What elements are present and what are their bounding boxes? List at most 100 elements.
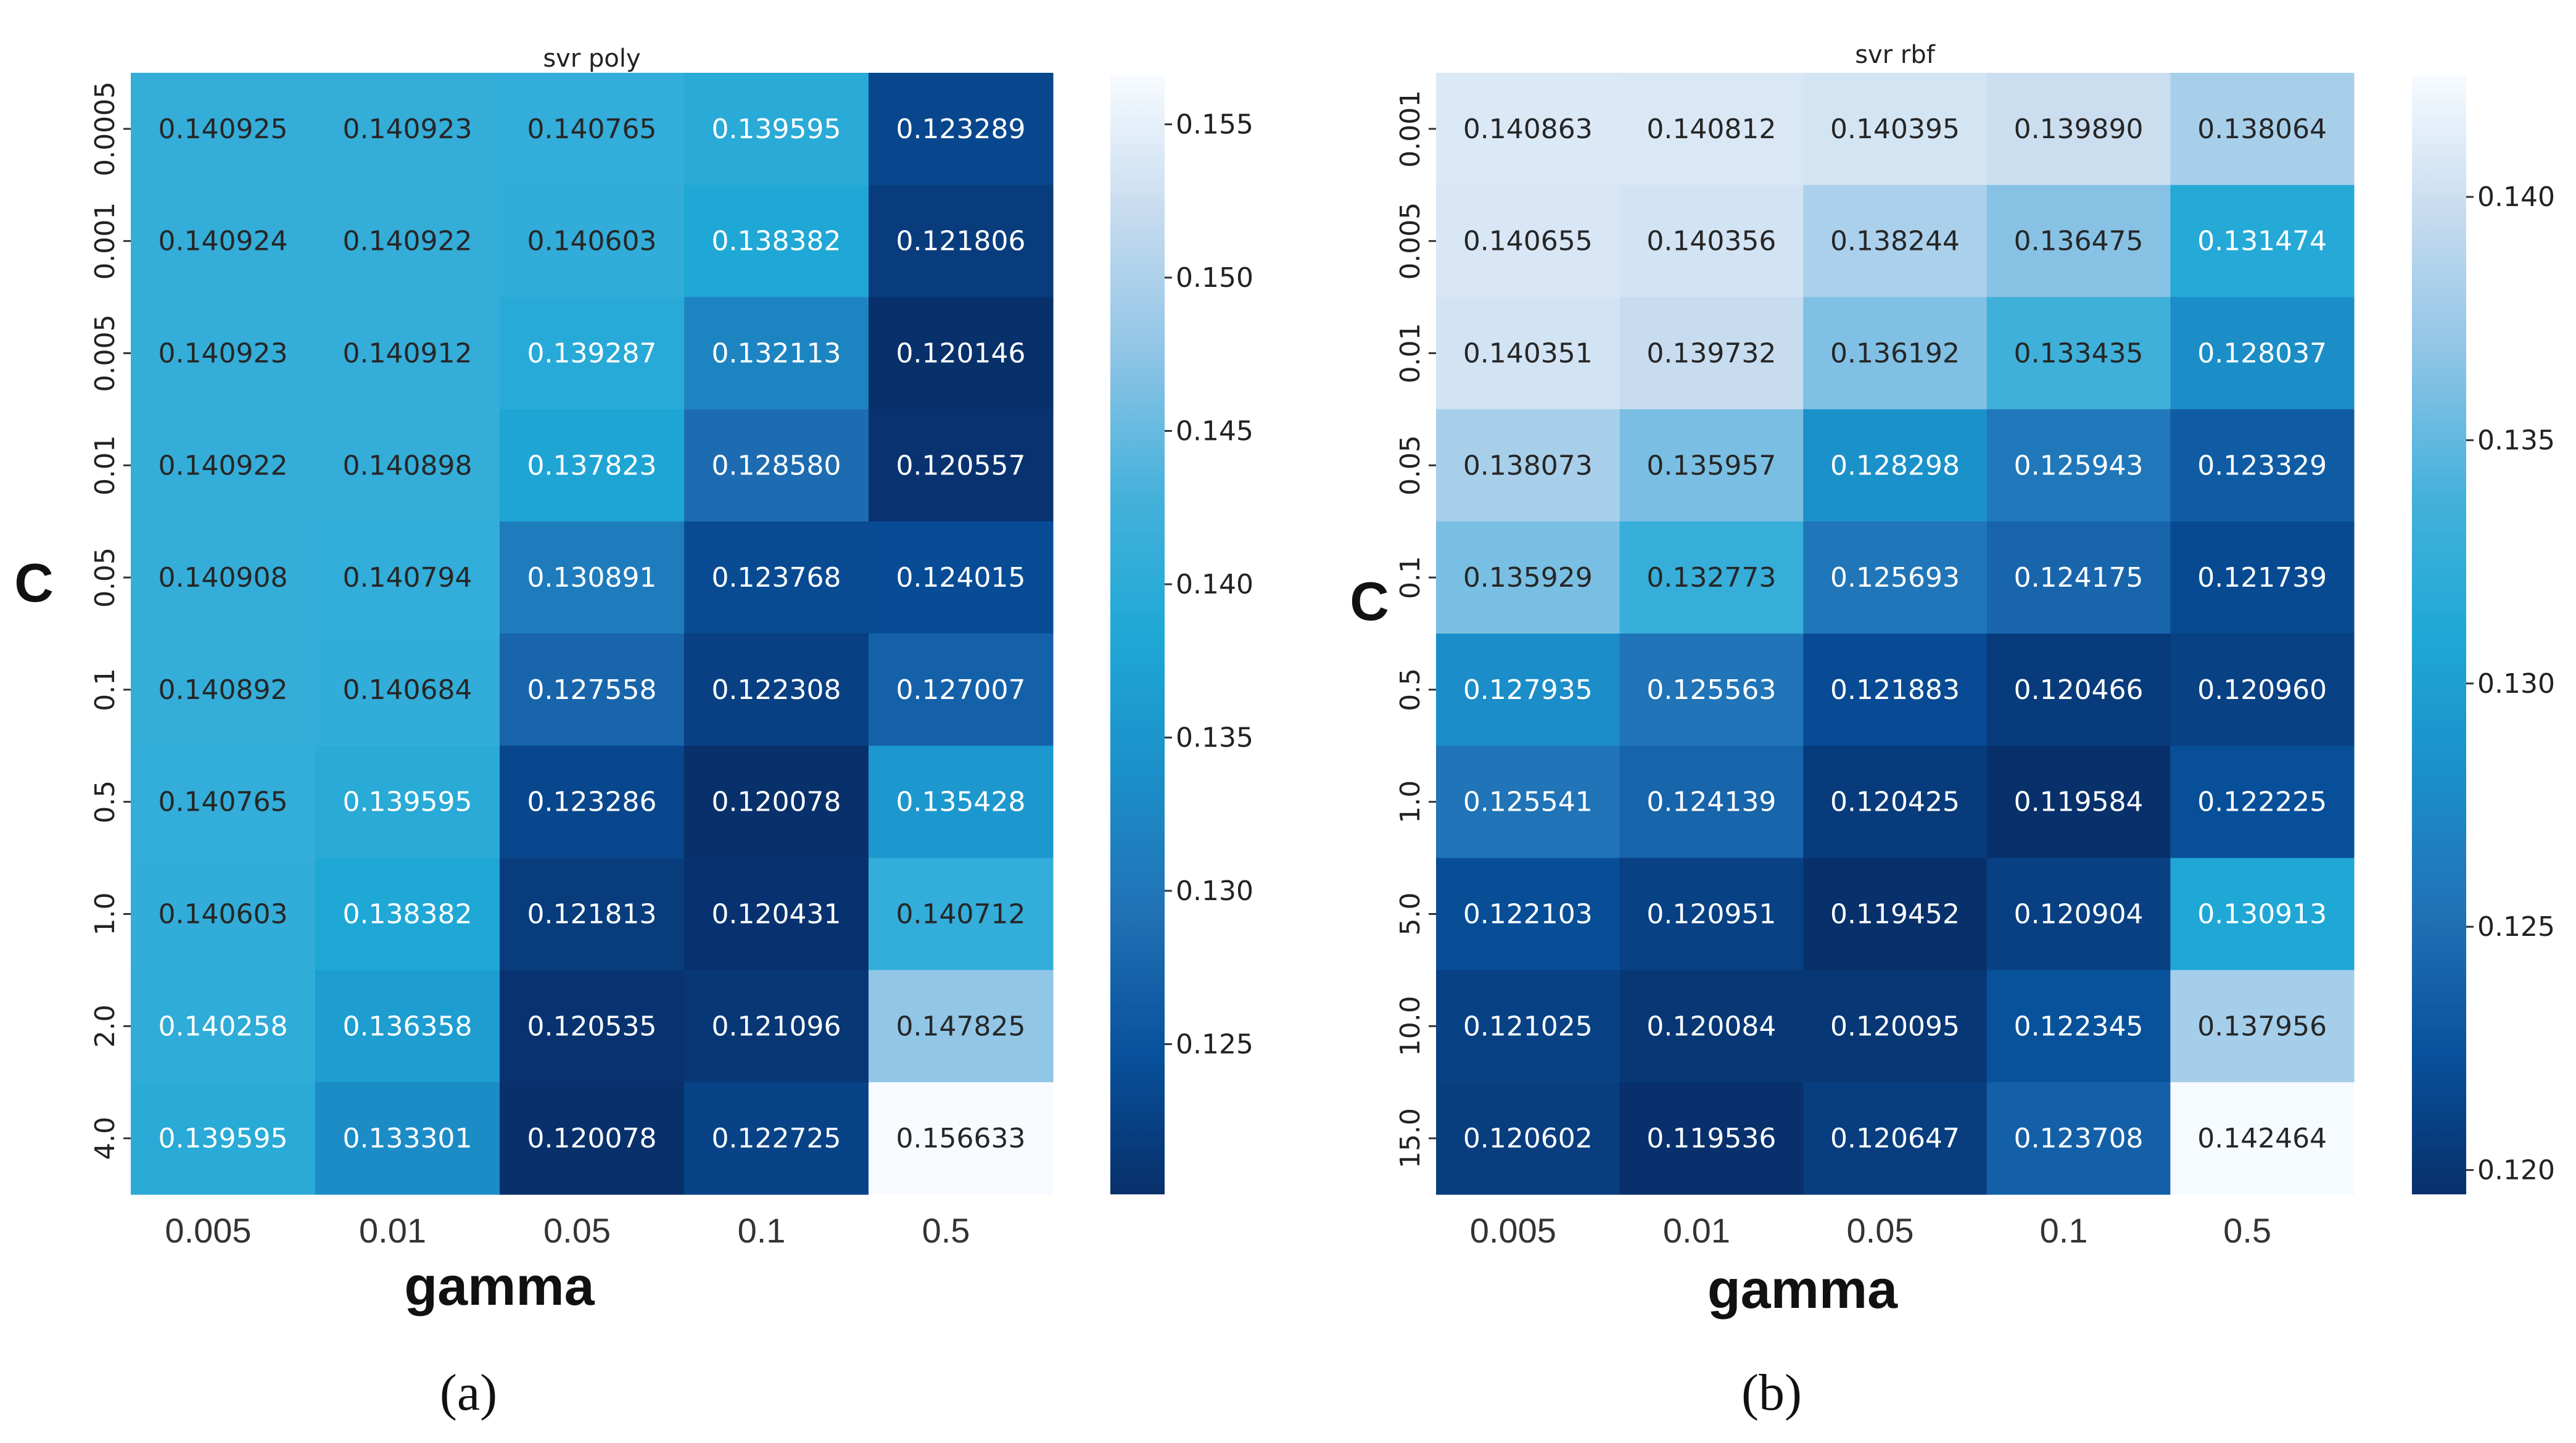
cell-value-label: 0.136358 — [343, 1011, 473, 1042]
cell-value-label: 0.140395 — [1830, 114, 1960, 145]
x-tick-label: 0.005 — [1470, 1211, 1556, 1250]
cell-value-label: 0.140765 — [159, 787, 288, 818]
cell-value-label: 0.130913 — [2197, 899, 2327, 930]
heatmap-cell — [1986, 970, 2171, 1083]
cell-value-label: 0.120466 — [2014, 674, 2144, 706]
cell-value-label: 0.140892 — [159, 674, 288, 706]
heatmap-cell — [2170, 634, 2355, 746]
cell-value-label: 0.124175 — [2014, 562, 2144, 593]
cell-value-label: 0.121806 — [896, 226, 1026, 257]
cell-value-label: 0.130891 — [527, 562, 657, 593]
heatmap-cell — [500, 184, 685, 298]
cell-value-label: 0.140684 — [343, 674, 473, 706]
cell-value-label: 0.120084 — [1646, 1011, 1776, 1042]
cell-value-label: 0.120146 — [896, 338, 1026, 370]
cell-value-label: 0.120951 — [1646, 899, 1776, 930]
y-tick-label: 0.001 — [89, 202, 121, 280]
cell-value-label: 0.122345 — [2014, 1011, 2144, 1042]
y-tick-label: 15.0 — [1395, 1108, 1426, 1168]
heatmap-cell — [131, 634, 316, 746]
heatmap-cell — [2170, 73, 2355, 186]
x-tick-label: 0.05 — [543, 1211, 611, 1250]
heatmap-cell — [1803, 409, 1988, 522]
y-tick-label: 10.0 — [1395, 996, 1426, 1056]
heatmap-cell — [1436, 745, 1620, 859]
heatmap-cell — [869, 858, 1054, 970]
cell-value-label: 0.135428 — [896, 787, 1026, 818]
cell-value-label: 0.127558 — [527, 674, 657, 706]
cell-value-label: 0.140351 — [1463, 338, 1593, 370]
cell-value-label: 0.122725 — [712, 1123, 841, 1154]
heatmap-cell — [1619, 1082, 1804, 1195]
cell-value-label: 0.120535 — [527, 1011, 657, 1042]
y-tick-label: 0.0005 — [89, 81, 121, 176]
cell-value-label: 0.121096 — [712, 1011, 841, 1042]
cell-value-label: 0.127935 — [1463, 674, 1593, 706]
heatmap-panel-b: svr rbf 0.140863 0.140812 0.140395 0.139890 0… — [1350, 41, 2555, 1421]
cell-value-label: 0.140712 — [896, 899, 1026, 930]
cell-value-label: 0.135957 — [1646, 450, 1776, 481]
heatmap-cell — [684, 1082, 869, 1195]
heatmap-cell — [1619, 521, 1804, 634]
heatmap-cell — [131, 184, 316, 298]
heatmap-cell — [131, 1082, 316, 1195]
cell-value-label: 0.122103 — [1463, 899, 1593, 930]
cell-value-label: 0.121025 — [1463, 1011, 1593, 1042]
heatmap-cell — [869, 745, 1054, 859]
cell-value-label: 0.120431 — [712, 899, 841, 930]
heatmap-cell — [1619, 858, 1804, 970]
x-tick-label: 0.05 — [1847, 1211, 1914, 1250]
x-tick-label: 0.5 — [922, 1211, 970, 1250]
cell-value-label: 0.140924 — [159, 226, 288, 257]
cell-value-label: 0.133301 — [343, 1123, 473, 1154]
cell-value-label: 0.127007 — [896, 674, 1026, 706]
x-tick-label: 0.01 — [1663, 1211, 1730, 1250]
y-tick-label: 2.0 — [89, 1004, 121, 1048]
cell-value-label: 0.120904 — [2014, 899, 2144, 930]
cell-value-label: 0.140812 — [1646, 114, 1776, 145]
x-tick-label: 0.005 — [165, 1211, 251, 1250]
heatmap-cell — [1436, 297, 1620, 410]
cell-value-label: 0.136475 — [2014, 226, 2144, 257]
cell-value-label: 0.140923 — [159, 338, 288, 370]
cell-value-label: 0.128037 — [2197, 338, 2327, 370]
colorbar-tick-label: 0.135 — [1176, 722, 1253, 753]
heatmap-cell — [2170, 297, 2355, 410]
cell-value-label: 0.139595 — [712, 114, 841, 145]
heatmap-cell — [500, 521, 685, 634]
cell-value-label: 0.140603 — [527, 226, 657, 257]
cell-value-label: 0.139595 — [159, 1123, 288, 1154]
cell-value-label: 0.138382 — [343, 899, 473, 930]
cell-value-label: 0.140863 — [1463, 114, 1593, 145]
heatmap-cell — [2170, 1082, 2355, 1195]
cell-value-label: 0.123286 — [527, 787, 657, 818]
heatmap-cell — [1803, 73, 1988, 186]
cell-value-label: 0.133435 — [2014, 338, 2144, 370]
cell-value-label: 0.123289 — [896, 114, 1026, 145]
heatmap-cell — [131, 745, 316, 859]
cell-value-label: 0.120602 — [1463, 1123, 1593, 1154]
cell-value-label: 0.120960 — [2197, 674, 2327, 706]
colorbar-tick-label: 0.120 — [2477, 1155, 2555, 1186]
cell-value-label: 0.140925 — [159, 114, 288, 145]
heatmap-cell — [1619, 634, 1804, 746]
cell-value-label: 0.121883 — [1830, 674, 1960, 706]
heatmap-cell — [2170, 409, 2355, 522]
y-tick-label: 0.5 — [89, 780, 121, 824]
heatmap-cell — [1986, 745, 2171, 859]
cell-value-label: 0.138382 — [712, 226, 841, 257]
cell-value-label: 0.140794 — [343, 562, 473, 593]
y-axis-label: C — [1350, 571, 1389, 632]
heatmap-cell — [500, 970, 685, 1083]
cell-value-label: 0.138064 — [2197, 114, 2327, 145]
heatmap-cell — [1803, 745, 1988, 859]
heatmap-cell — [1436, 858, 1620, 970]
y-tick-label: 4.0 — [89, 1117, 121, 1160]
cell-value-label: 0.140655 — [1463, 226, 1593, 257]
heatmap-cell — [1803, 521, 1988, 634]
heatmap-cell — [1803, 184, 1988, 298]
cell-value-label: 0.135929 — [1463, 562, 1593, 593]
heatmap-cell — [1619, 409, 1804, 522]
heatmap-cell — [1986, 409, 2171, 522]
y-tick-label: 1.0 — [89, 893, 121, 936]
